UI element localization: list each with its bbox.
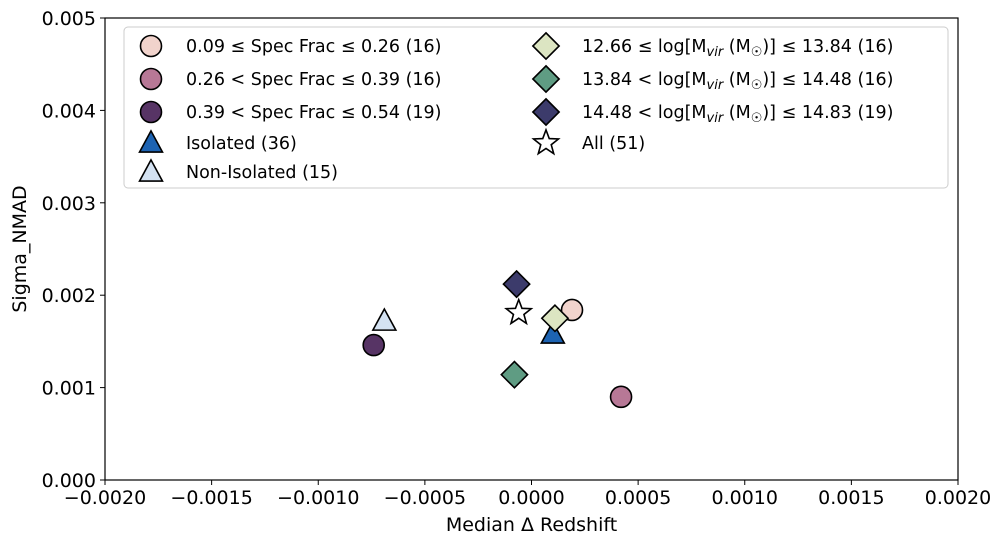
y-tick-label: 0.005 [42,8,96,30]
y-axis-label: Sigma_NMAD [9,185,31,312]
legend-label-non-isolated: Non-Isolated (15) [186,163,338,183]
data-point-diamond-7 [502,269,531,299]
y-tick-label: 0.003 [42,193,96,215]
legend-label-all: All (51) [582,134,645,154]
x-tick-label: 0.0010 [712,487,778,509]
legend-marker-diamond-6 [531,64,561,94]
data-markers [362,269,633,409]
x-axis-ticks: −0.0020 −0.0015 −0.0010 −0.0005 0.0000 0.0005… [64,480,991,509]
y-tick-label: 0.001 [42,378,96,400]
data-point-triangle-4 [371,307,398,331]
y-tick-label: 0.000 [42,470,96,492]
legend-marker-triangle-4 [138,158,164,182]
data-point-star-8 [504,297,534,326]
y-tick-label: 0.004 [42,100,96,122]
legend-label-spec-frac-high: 0.39 < Spec Frac ≤ 0.54 (19) [186,103,442,123]
legend-label-mvir-mid: 13.84 < log[Mvir (M☉)] ≤ 14.48 (16) [582,70,893,94]
legend-markers [138,31,561,182]
legend-marker-circle-1 [139,67,163,91]
x-tick-label: 0.0005 [605,487,671,509]
x-tick-label: −0.0010 [277,487,359,509]
x-tick-label: −0.0005 [384,487,466,509]
data-point-circle-1 [609,385,633,409]
legend-marker-triangle-3 [138,129,164,153]
legend-label-isolated: Isolated (36) [186,134,297,154]
legend-label-spec-frac-low: 0.09 ≤ Spec Frac ≤ 0.26 (16) [186,37,442,57]
legend-marker-star-8 [531,127,561,156]
data-point-diamond-5 [540,304,570,333]
x-axis-label: Median Δ Redshift [446,514,617,536]
legend-label-spec-frac-mid: 0.26 < Spec Frac ≤ 0.39 (16) [186,70,442,90]
legend-marker-diamond-7 [531,97,561,127]
legend-label-mvir-high: 14.48 < log[Mvir (M☉)] ≤ 14.83 (19) [582,103,893,127]
data-point-diamond-6 [500,360,529,389]
x-tick-label: −0.0020 [64,487,146,509]
legend-marker-circle-0 [139,34,163,58]
legend-box [123,26,949,189]
x-tick-label: −0.0015 [170,487,252,509]
y-tick-label: 0.002 [42,285,96,307]
x-tick-label: 0.0020 [925,487,991,509]
legend-label-mvir-low: 12.66 ≤ log[Mvir (M☉)] ≤ 13.84 (16) [582,37,893,61]
plot-frame [104,17,959,481]
data-point-triangle-3 [540,320,566,344]
y-axis-ticks: 0.000 0.001 0.002 0.003 0.004 0.005 [42,8,105,492]
data-point-circle-0 [560,298,584,322]
data-point-circle-2 [362,333,385,357]
x-tick-label: 0.0000 [498,487,564,509]
x-tick-label: 0.0015 [818,487,884,509]
legend-marker-circle-2 [139,100,163,124]
legend-marker-diamond-5 [531,31,561,61]
legend: 0.09 ≤ Spec Frac ≤ 0.26 (16) 0.26 < Spec… [123,26,949,189]
